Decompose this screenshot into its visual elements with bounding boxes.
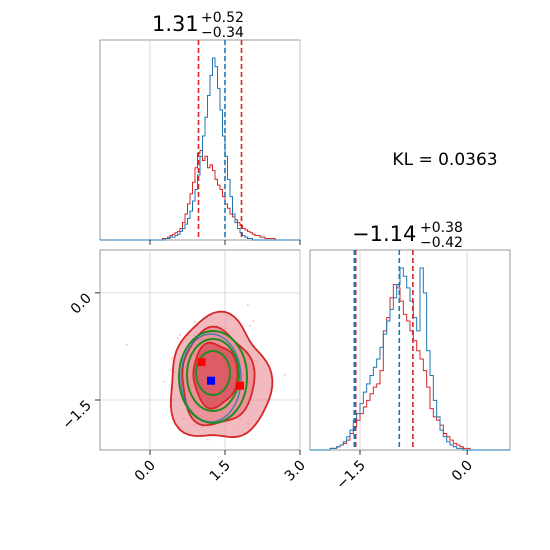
y-hist-red	[310, 284, 510, 451]
joint-points	[197, 358, 244, 390]
y-marginal-tick-label: 0.0	[449, 458, 476, 485]
y-tick-label: −1.5	[59, 398, 94, 433]
y-title-minus: −0.42	[420, 235, 463, 251]
x-hist-blue	[100, 57, 300, 241]
marker-point	[207, 376, 215, 385]
scatter-point	[283, 373, 286, 376]
scatter-point	[162, 381, 165, 383]
scatter-point	[125, 343, 128, 346]
x-title-plus: +0.52	[201, 10, 244, 26]
scatter-point	[193, 320, 196, 323]
contour-green-outer	[178, 330, 248, 424]
contour-green-inner	[195, 350, 231, 396]
y-title-value: −1.14	[352, 222, 416, 246]
y-quantile-lines	[353, 250, 414, 450]
x-marginal-title: 1.31 +0.52 −0.34	[152, 10, 244, 41]
x-quantile-lines	[197, 40, 243, 240]
x-tick-label: 3.0	[282, 458, 309, 485]
x-title-value: 1.31	[152, 12, 199, 36]
y-hist-blue	[310, 267, 510, 451]
y-tick-label: 0.0	[68, 290, 95, 317]
marker-point	[197, 358, 206, 367]
scatter-point	[249, 324, 251, 327]
x-tick-label: 1.5	[207, 458, 234, 485]
y-title-plus: +0.38	[420, 220, 463, 236]
scatter-point	[169, 369, 172, 371]
scatter-point	[171, 357, 174, 360]
y-marginal-tick-label: −1.5	[333, 458, 368, 493]
scatter-point	[246, 304, 249, 306]
contour-green-mid	[186, 338, 240, 412]
joint-panel	[99, 249, 301, 451]
x-title-minus: −0.34	[201, 25, 244, 41]
marker-point	[236, 381, 244, 390]
x-tick-label: 0.0	[132, 458, 159, 485]
joint-contours	[169, 310, 274, 439]
scatter-point	[177, 337, 179, 340]
scatter-point	[252, 320, 255, 322]
scatter-point	[179, 334, 182, 336]
y-marginal-panel: −1.14 +0.38 −0.42	[309, 220, 511, 451]
y-marginal-title: −1.14 +0.38 −0.42	[352, 220, 463, 251]
scatter-point	[206, 438, 209, 441]
kl-annotation: KL = 0.0363	[392, 150, 497, 170]
x-marginal-panel: 1.31 +0.52 −0.34	[99, 10, 301, 241]
